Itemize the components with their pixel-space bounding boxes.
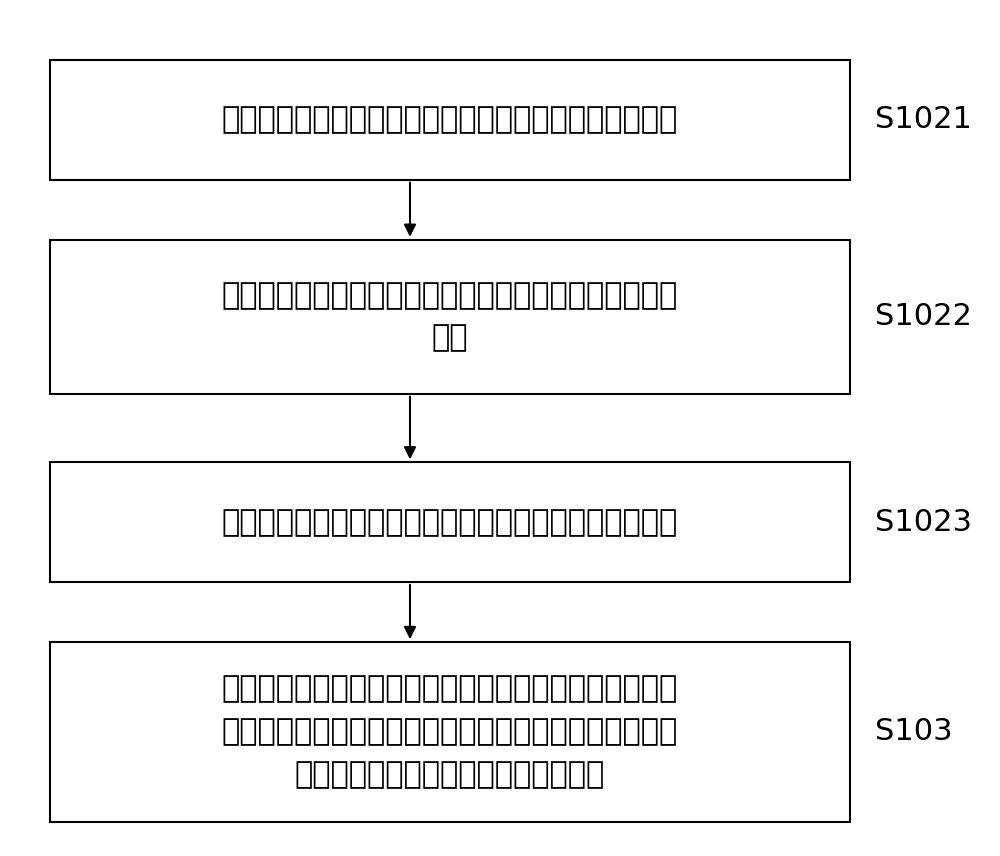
- Bar: [50, 642, 850, 822]
- Text: 确定人眼注视所述显示屏幕上第二预设位置时的第二视线
方向: 确定人眼注视所述显示屏幕上第二预设位置时的第二视线 方向: [222, 281, 678, 353]
- Text: 确定人眼注视所述显示屏幕上第三位置时的第三视线方向: 确定人眼注视所述显示屏幕上第三位置时的第三视线方向: [222, 508, 678, 537]
- Text: 确定人眼注视显示屏幕上第一预设位置时的第一视线方向: 确定人眼注视显示屏幕上第一预设位置时的第一视线方向: [222, 105, 678, 134]
- Text: 根据所述第一视线方向、所述第二视线方向、所述第三视
线方向、所述第一预设位置以及所述第二预设位置，确定
与第三视线方向所对应的所述第三位置: 根据所述第一视线方向、所述第二视线方向、所述第三视 线方向、所述第一预设位置以及…: [222, 675, 678, 789]
- Bar: [50, 240, 850, 394]
- Text: S1022: S1022: [875, 302, 972, 331]
- Text: S1021: S1021: [875, 105, 972, 134]
- Bar: [50, 462, 850, 582]
- Text: S1023: S1023: [875, 508, 972, 537]
- Bar: [50, 60, 850, 180]
- Text: S103: S103: [875, 717, 953, 746]
